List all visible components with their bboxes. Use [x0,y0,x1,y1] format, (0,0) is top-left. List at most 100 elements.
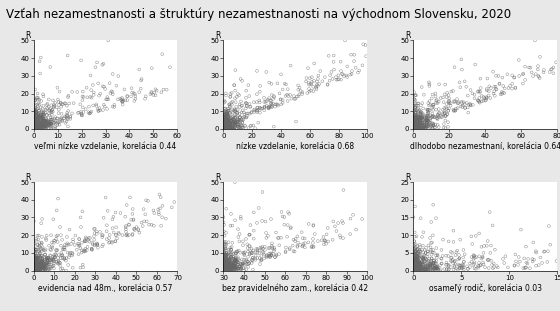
Point [226,91,235,96]
Point [410,113,419,118]
Point [418,117,427,122]
Point [222,125,231,130]
Point [410,112,419,117]
Point [411,92,420,97]
Point [230,120,239,125]
Point [221,262,230,267]
Point [332,77,341,82]
Point [290,249,299,254]
Point [45,257,54,262]
Point [220,121,229,126]
Point [418,266,427,271]
Point [249,210,258,215]
Point [298,244,307,249]
Point [414,259,423,264]
Point [264,252,273,257]
Point [36,264,45,269]
Point [39,126,48,131]
Point [40,118,49,123]
Point [430,263,439,268]
Point [39,120,48,125]
Point [31,258,40,263]
Point [220,263,228,268]
Point [33,255,42,260]
Point [432,266,441,271]
Point [30,124,39,129]
Point [239,265,248,270]
Point [228,262,237,267]
Point [423,114,432,118]
Point [410,267,419,272]
Point [33,233,42,238]
Point [274,103,283,108]
Point [249,236,258,241]
Point [412,258,421,263]
Point [135,67,144,72]
Point [232,258,241,263]
Point [51,125,60,130]
Point [220,267,229,272]
Point [424,100,433,105]
Point [412,258,421,262]
Point [220,114,228,118]
Point [30,119,39,124]
Point [30,255,39,260]
Point [267,93,276,98]
Point [221,267,230,272]
Point [34,122,43,127]
Point [40,126,49,131]
Point [514,254,523,259]
Point [268,102,277,107]
Point [267,81,276,86]
Point [223,112,232,117]
Point [231,88,240,93]
Point [223,118,232,123]
Point [220,263,229,268]
Point [36,121,45,126]
Point [220,260,229,265]
Point [464,267,473,272]
Point [429,259,438,264]
Point [221,119,230,124]
Point [347,72,356,77]
Point [467,255,476,260]
Point [413,266,422,271]
Point [35,256,44,261]
Point [236,126,245,131]
Point [246,124,255,129]
Point [42,233,51,238]
Point [449,88,458,93]
Point [36,118,45,123]
Point [42,262,51,267]
Point [90,243,99,248]
Point [36,255,45,260]
Point [36,117,45,122]
Point [441,113,450,118]
Point [410,265,419,270]
Point [36,123,45,128]
Point [222,206,231,211]
Point [49,258,58,263]
Point [351,65,360,70]
Point [519,71,528,76]
Point [410,260,419,265]
Point [220,264,228,269]
Point [524,256,533,261]
Point [57,256,66,261]
Point [240,251,249,256]
Point [124,222,133,227]
Point [46,248,55,253]
Point [30,114,39,119]
Point [222,123,231,128]
Point [234,260,243,265]
Point [312,79,321,84]
Point [220,263,228,268]
Point [422,120,431,125]
Point [468,242,477,247]
Point [334,73,343,78]
Point [222,111,231,116]
Point [332,229,341,234]
Point [60,245,69,250]
Point [29,110,38,115]
Point [316,69,325,74]
